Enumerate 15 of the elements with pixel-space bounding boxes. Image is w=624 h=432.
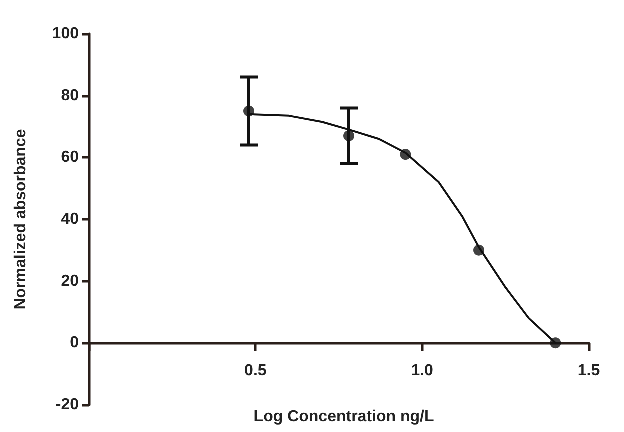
y-tick-label: 60 bbox=[61, 149, 80, 166]
y-tick-label: 100 bbox=[52, 26, 80, 42]
point bbox=[474, 244, 484, 256]
x-tick-label: 1.0 bbox=[411, 362, 434, 380]
y-tick-label: 20 bbox=[61, 272, 80, 290]
y-tick-label: -20 bbox=[56, 396, 80, 414]
point bbox=[550, 338, 562, 349]
point bbox=[400, 149, 412, 160]
x-tick-label: 0.5 bbox=[244, 362, 267, 380]
x-tick-label: 1.5 bbox=[578, 362, 600, 380]
y-tick-label: 80 bbox=[61, 87, 80, 104]
y-tick-label: 40 bbox=[61, 211, 80, 228]
y-tick-label: 0 bbox=[70, 334, 80, 352]
y-axis-title: Normalized absorbance bbox=[12, 129, 30, 310]
x-axis-title: Log Concentration ng/L bbox=[254, 408, 434, 426]
